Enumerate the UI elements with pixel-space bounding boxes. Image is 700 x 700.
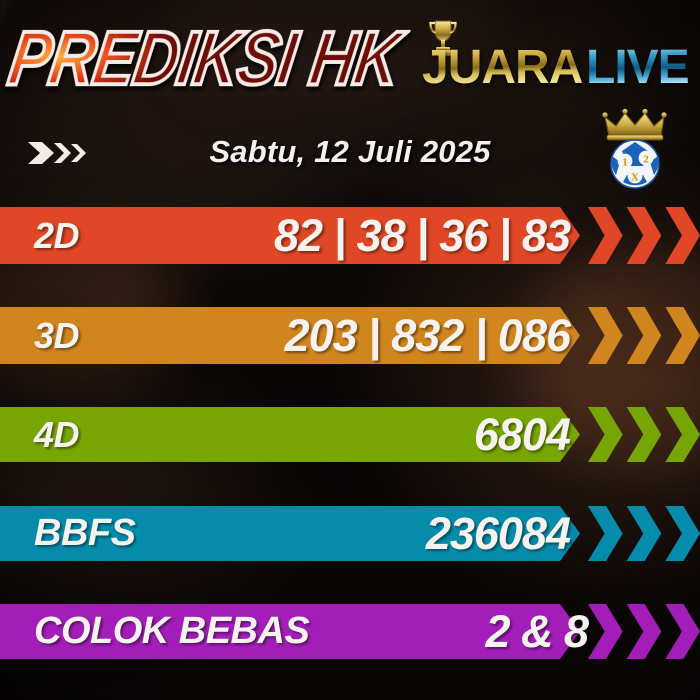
chevron-right-icon (626, 407, 662, 462)
chevron-right-icon (588, 207, 623, 264)
badge-mark-1: 1 (622, 157, 628, 169)
result-row-chevrons (588, 307, 700, 364)
result-row-chevrons (588, 604, 700, 659)
result-row-value: 203 | 832 | 086 (284, 309, 571, 361)
result-row-chevrons (588, 207, 700, 264)
chevron-right-icon (665, 207, 700, 264)
result-bar-fill (0, 604, 580, 659)
result-bar-fill (0, 207, 580, 264)
result-row-4d[interactable]: 4D 6804 (0, 407, 700, 462)
result-date: Sabtu, 12 Juli 2025 (209, 134, 491, 169)
result-row-value: 2 & 8 (485, 605, 589, 657)
result-bar-fill (0, 407, 580, 462)
page-title: PREDIKSI HK (2, 15, 407, 103)
chevron-right-icon (665, 307, 700, 364)
result-row-chevrons (588, 506, 700, 561)
chevron-right-icon (626, 506, 662, 561)
crowned-soccer-ball-icon: 1 2 X (602, 108, 667, 189)
result-bar-fill (0, 506, 580, 561)
result-row-chevrons (588, 407, 700, 462)
result-row-label: COLOK BEBAS (34, 610, 310, 652)
result-row-value: 82 | 38 | 36 | 83 (273, 209, 571, 261)
result-row-2d[interactable]: 2D 82 | 38 | 36 | 83 (0, 207, 700, 264)
chevron-right-icon (665, 506, 700, 561)
result-row-bbfs[interactable]: BBFS 236084 (0, 506, 700, 561)
chevron-right-icon (588, 307, 623, 364)
chevron-right-icon (665, 407, 700, 462)
triple-chevron-right-icon (28, 142, 86, 164)
badge-mark-2: 2 (643, 154, 649, 166)
chevron-right-icon (626, 207, 662, 264)
crown-icon (602, 108, 667, 141)
result-row-value: 6804 (473, 408, 571, 460)
chevron-right-icon (626, 604, 662, 659)
result-row-value: 236084 (425, 507, 571, 559)
result-row-label: 2D (34, 214, 80, 256)
live-wordmark: LIVE (586, 41, 690, 94)
badge-mark-x: X (631, 172, 639, 184)
juara-wordmark: JUARA (422, 41, 583, 94)
result-row-colok-bebas[interactable]: COLOK BEBAS 2 & 8 (0, 604, 700, 659)
chevron-right-icon (665, 604, 700, 659)
chevron-right-icon (588, 506, 623, 561)
chevron-right-icon (588, 604, 623, 659)
chevron-right-icon (626, 307, 662, 364)
result-row-label: 3D (34, 314, 80, 356)
header: PREDIKSI HK JUARA LIVE (0, 0, 700, 200)
trophy-icon (429, 20, 457, 56)
result-row-3d[interactable]: 3D 203 | 832 | 086 (0, 307, 700, 364)
chevron-right-icon (588, 407, 623, 462)
result-bar-fill (0, 307, 580, 364)
result-row-label: 4D (34, 413, 80, 455)
result-row-label: BBFS (34, 512, 136, 554)
